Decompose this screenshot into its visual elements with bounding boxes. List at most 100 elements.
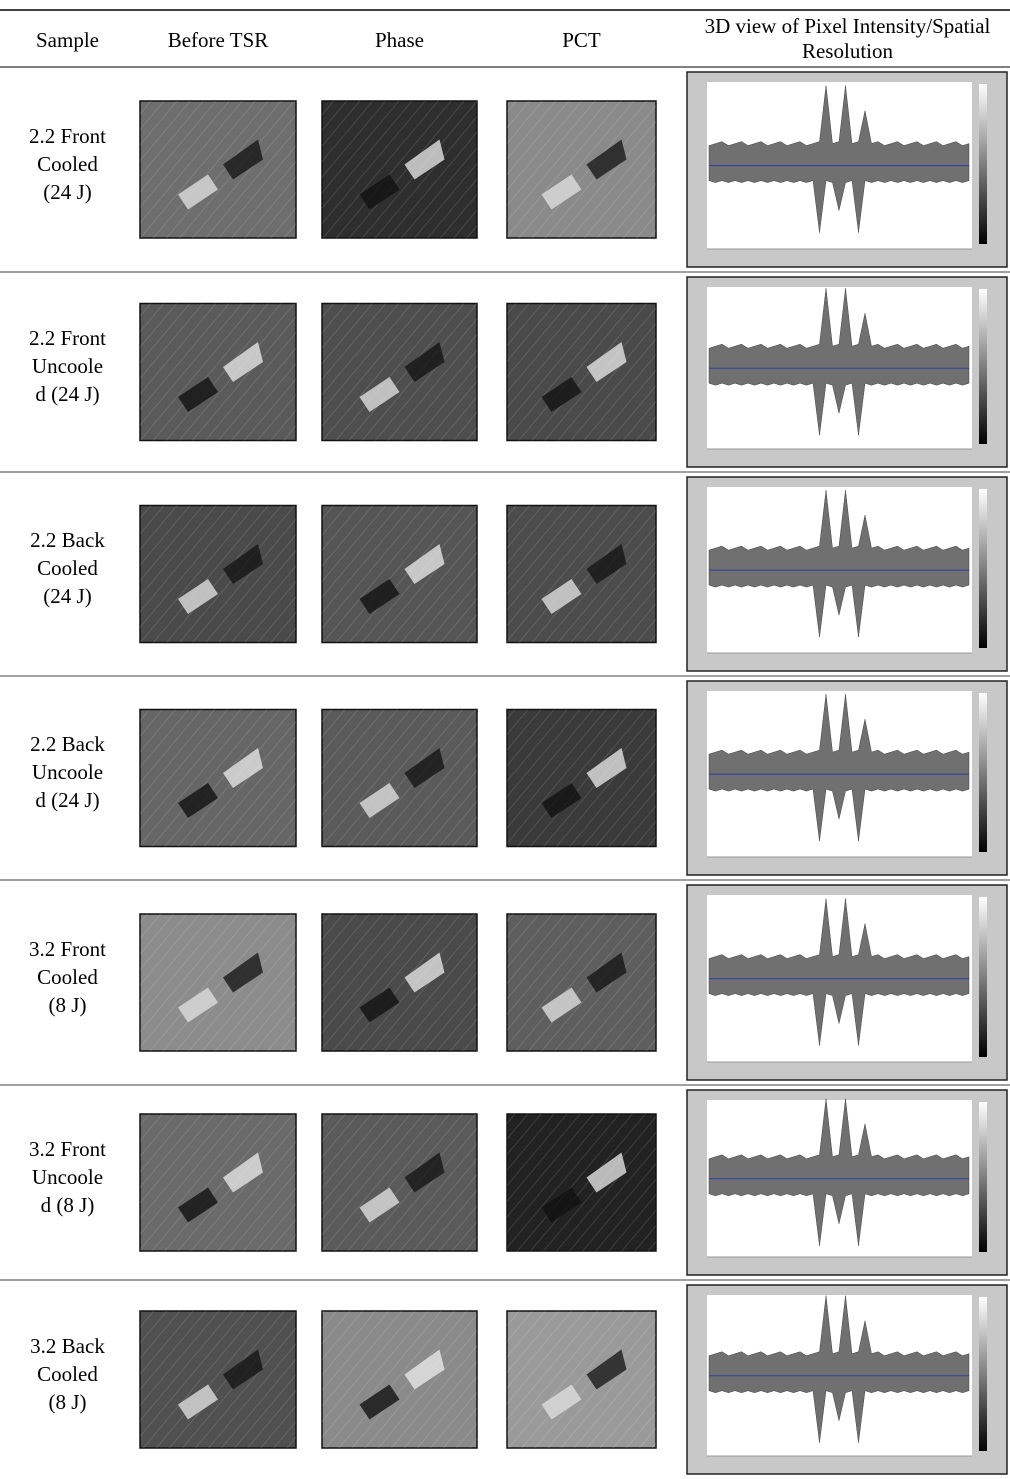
defect-shape bbox=[359, 1187, 400, 1223]
sample-line: Uncoole bbox=[31, 760, 104, 784]
colorbar bbox=[979, 693, 987, 852]
sample-line: Cooled bbox=[37, 1361, 98, 1386]
sample-label: 2.2 Back Cooled (24 J) bbox=[5, 526, 130, 610]
defect-shape bbox=[223, 952, 263, 993]
defect-shape bbox=[586, 1349, 627, 1390]
defect-shape bbox=[223, 342, 263, 382]
defect-shape bbox=[178, 377, 218, 412]
sample-line: 3.2 Back bbox=[30, 1333, 105, 1358]
sample-line: Cooled bbox=[37, 556, 98, 580]
image-texture bbox=[140, 505, 296, 643]
header-cell: Phase bbox=[375, 28, 424, 52]
defect-shape bbox=[359, 174, 400, 210]
image-texture bbox=[140, 101, 296, 238]
header-cell: 3D view of Pixel Intensity/Spatial Resol… bbox=[704, 14, 991, 63]
image-texture bbox=[507, 1114, 656, 1251]
defect-shape bbox=[404, 139, 445, 180]
defect-shape bbox=[223, 1349, 263, 1390]
sample-line: 2.2 Front bbox=[28, 326, 106, 350]
image-texture bbox=[140, 303, 296, 441]
defect-shape bbox=[586, 748, 627, 788]
image-texture bbox=[140, 1114, 296, 1251]
defect-shape bbox=[178, 174, 218, 210]
sample-line: d (8 J) bbox=[40, 1192, 95, 1217]
defect-shape bbox=[404, 1349, 445, 1390]
surface-plot bbox=[708, 85, 970, 233]
defect-shape bbox=[541, 377, 582, 412]
sample-line: 3.2 Front bbox=[28, 936, 106, 961]
surface-plot bbox=[708, 490, 970, 638]
defect-shape bbox=[359, 1384, 400, 1420]
sample-line: 2.2 Back bbox=[30, 732, 105, 756]
sample-line: Uncoole bbox=[31, 354, 104, 378]
sample-line: Uncoole bbox=[31, 1164, 104, 1189]
sample-line: 2.2 Back bbox=[30, 528, 105, 552]
sample-label: 2.2 Front Uncoole d (24 J) bbox=[5, 324, 130, 408]
sample-line: (8 J) bbox=[48, 992, 87, 1017]
defect-shape bbox=[586, 952, 627, 993]
defect-shape bbox=[178, 1187, 218, 1223]
defect-shape bbox=[178, 579, 218, 614]
defect-shape bbox=[404, 342, 445, 382]
defect-shape bbox=[404, 1152, 445, 1193]
defect-shape bbox=[541, 1384, 582, 1420]
sample-label: 3.2 Front Cooled (8 J) bbox=[5, 935, 130, 1019]
header-cell: PCT bbox=[562, 28, 601, 52]
defect-shape bbox=[586, 544, 627, 584]
defect-shape bbox=[586, 342, 627, 382]
sample-line: Cooled bbox=[37, 964, 98, 989]
header-cell: Sample bbox=[36, 28, 99, 52]
surface-plot bbox=[708, 1295, 970, 1443]
sample-line: d (24 J) bbox=[35, 382, 100, 406]
image-texture bbox=[322, 1114, 477, 1251]
defect-shape bbox=[541, 174, 582, 210]
image-texture bbox=[507, 303, 656, 441]
defect-shape bbox=[404, 544, 445, 584]
defect-shape bbox=[541, 783, 582, 818]
defect-shape bbox=[178, 1384, 218, 1420]
image-texture bbox=[507, 1311, 656, 1448]
defect-shape bbox=[223, 139, 263, 180]
colorbar bbox=[979, 489, 987, 648]
colorbar bbox=[979, 84, 987, 244]
defect-shape bbox=[586, 1152, 627, 1193]
sample-line: (8 J) bbox=[48, 1389, 87, 1414]
defect-shape bbox=[404, 952, 445, 993]
defect-shape bbox=[359, 377, 400, 412]
defect-shape bbox=[223, 544, 263, 584]
defect-shape bbox=[359, 579, 400, 614]
defect-shape bbox=[541, 987, 582, 1023]
image-texture bbox=[507, 914, 656, 1051]
surface-plot bbox=[708, 694, 970, 842]
image-texture bbox=[322, 914, 477, 1051]
sample-label: 2.2 Back Uncoole d (24 J) bbox=[5, 730, 130, 814]
image-texture bbox=[322, 1311, 477, 1448]
image-texture bbox=[140, 914, 296, 1051]
defect-shape bbox=[541, 1187, 582, 1223]
defect-shape bbox=[359, 987, 400, 1023]
sample-label: 3.2 Back Cooled (8 J) bbox=[5, 1332, 130, 1416]
image-texture bbox=[322, 505, 477, 643]
sample-line: (24 J) bbox=[43, 179, 92, 204]
sample-line: 3.2 Front bbox=[28, 1136, 106, 1161]
surface-plot bbox=[708, 1098, 970, 1246]
image-texture bbox=[507, 101, 656, 238]
surface-plot bbox=[708, 288, 970, 436]
defect-shape bbox=[178, 783, 218, 818]
colorbar bbox=[979, 289, 987, 444]
defect-shape bbox=[178, 987, 218, 1023]
defect-shape bbox=[404, 748, 445, 788]
colorbar bbox=[979, 897, 987, 1057]
defect-shape bbox=[541, 579, 582, 614]
image-texture bbox=[322, 303, 477, 441]
surface-plot bbox=[708, 898, 970, 1046]
image-texture bbox=[322, 709, 477, 847]
image-texture bbox=[507, 709, 656, 847]
defect-shape bbox=[359, 783, 400, 818]
colorbar bbox=[979, 1102, 987, 1252]
defect-shape bbox=[223, 748, 263, 788]
sample-label: 2.2 Front Cooled (24 J) bbox=[5, 122, 130, 206]
sample-line: (24 J) bbox=[43, 584, 92, 608]
defect-shape bbox=[223, 1152, 263, 1193]
